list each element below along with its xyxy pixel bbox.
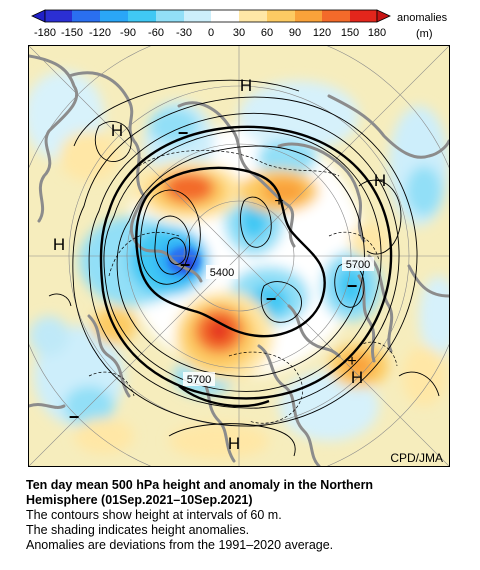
low-pressure-marker: − xyxy=(69,407,80,427)
colorbar-tick-label: -120 xyxy=(89,27,111,39)
high-pressure-label: H xyxy=(374,171,386,190)
colorbar-bin xyxy=(295,10,322,22)
colorbar-tick-label: 0 xyxy=(208,27,214,39)
colorbar-tick-label: 30 xyxy=(233,27,245,39)
colorbar-low-arrow xyxy=(31,9,46,23)
anomaly-colorbar: -180 -150 -120 -90 -60 -30 0 30 60 90 12… xyxy=(31,9,448,40)
high-pressure-label: H xyxy=(228,434,240,453)
high-pressure-label: H xyxy=(351,368,363,387)
low-pressure-marker: − xyxy=(266,289,277,309)
colorbar-bin xyxy=(350,10,377,22)
positive-anomaly-marker: + xyxy=(274,193,283,210)
major-contours xyxy=(99,125,393,408)
colorbar-unit: (m) xyxy=(416,28,433,40)
high-pressure-label: H xyxy=(240,76,252,95)
colorbar-bin xyxy=(100,10,128,22)
colorbar-bin xyxy=(45,10,72,22)
colorbar-tick-label: 150 xyxy=(341,27,359,39)
colorbar-tick-label: -90 xyxy=(120,27,136,39)
colorbar-tick-label: -30 xyxy=(176,27,192,39)
contour-label: 5700 xyxy=(187,374,211,386)
map-credit: CPD/JMA xyxy=(390,451,443,465)
colorbar-tick-label: -60 xyxy=(148,27,164,39)
low-pressure-marker: − xyxy=(347,276,358,296)
coastlines xyxy=(29,54,449,466)
colorbar-bin xyxy=(184,10,211,22)
colorbar-tick-label: 120 xyxy=(313,27,331,39)
zero-anomaly-lines xyxy=(88,150,398,424)
colorbar-bin xyxy=(322,10,350,22)
colorbar-tick-label: -150 xyxy=(61,27,83,39)
colorbar-tick-label: 180 xyxy=(368,27,386,39)
caption-shading-note: The shading indicates height anomalies. xyxy=(26,523,250,537)
colorbar-high-arrow xyxy=(376,9,391,23)
colorbar-tick-label: 60 xyxy=(261,27,273,39)
caption-contour-note: The contours show height at intervals of… xyxy=(26,508,282,522)
caption-title-line-2: Hemisphere (01Sep.2021–10Sep.2021) xyxy=(26,493,253,507)
latitude-longitude-grid xyxy=(29,46,449,466)
low-pressure-marker: − xyxy=(178,123,189,143)
colorbar-bin xyxy=(239,10,267,22)
caption-title-line-1: Ten day mean 500 hPa height and anomaly … xyxy=(26,478,374,492)
colorbar-title: anomalies xyxy=(397,12,448,24)
colorbar-bin xyxy=(128,10,156,22)
low-pressure-marker: − xyxy=(180,255,191,275)
colorbar-bin xyxy=(156,10,184,22)
high-pressure-label: H xyxy=(111,121,123,140)
height-contours xyxy=(48,79,440,457)
colorbar-bin xyxy=(267,10,295,22)
colorbar-bin xyxy=(72,10,100,22)
colorbar-bin xyxy=(211,10,239,22)
caption-anomaly-note: Anomalies are deviations from the 1991–2… xyxy=(26,538,334,552)
colorbar-tick-label: 90 xyxy=(289,27,301,39)
high-pressure-label: H xyxy=(53,235,65,254)
map-caption: Ten day mean 500 hPa height and anomaly … xyxy=(26,478,466,553)
contour-label: 5700 xyxy=(346,259,370,271)
positive-anomaly-marker: + xyxy=(347,353,356,370)
polar-map: H H H H H H − − − − − + + 5400 5700 5700 xyxy=(28,45,450,467)
polar-map-canvas: H H H H H H − − − − − + + 5400 5700 5700 xyxy=(29,46,449,466)
contour-label: 5400 xyxy=(210,267,234,279)
colorbar-tick-label: -180 xyxy=(34,27,56,39)
